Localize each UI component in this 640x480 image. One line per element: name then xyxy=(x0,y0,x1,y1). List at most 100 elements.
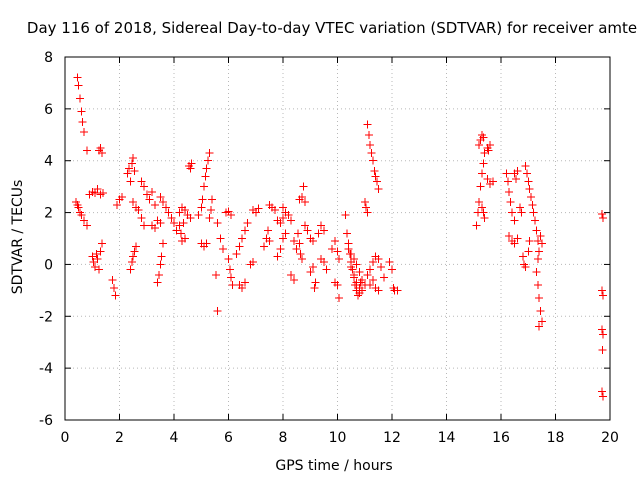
data-point xyxy=(349,270,358,279)
x-tick-label: 20 xyxy=(601,430,619,446)
data-point xyxy=(161,203,170,212)
x-tick-label: 0 xyxy=(61,430,70,446)
data-point xyxy=(374,185,383,194)
data-point xyxy=(300,221,309,230)
data-point xyxy=(513,167,522,176)
data-point xyxy=(599,392,608,401)
x-tick-label: 14 xyxy=(438,430,456,446)
data-point xyxy=(199,182,208,191)
data-point xyxy=(176,229,185,238)
data-point xyxy=(597,286,606,295)
data-point xyxy=(299,182,308,191)
data-point xyxy=(349,255,358,264)
data-point xyxy=(235,242,244,251)
data-point xyxy=(525,185,534,194)
data-point xyxy=(281,229,290,238)
data-point xyxy=(78,117,87,126)
data-point xyxy=(284,211,293,220)
data-point xyxy=(157,252,166,261)
data-point xyxy=(477,169,486,178)
data-point xyxy=(259,242,268,251)
data-point xyxy=(126,265,135,274)
data-point xyxy=(238,234,247,243)
data-point xyxy=(93,255,102,264)
data-point xyxy=(273,252,282,261)
data-point xyxy=(532,268,541,277)
data-point xyxy=(314,229,323,238)
data-point xyxy=(112,200,121,209)
data-point xyxy=(238,283,247,292)
data-point xyxy=(529,208,538,217)
data-point xyxy=(536,231,545,240)
y-tick-label: 6 xyxy=(44,102,53,118)
data-point xyxy=(347,250,356,259)
data-point xyxy=(355,268,364,277)
data-point xyxy=(524,247,533,256)
data-point xyxy=(513,234,522,243)
data-point xyxy=(597,325,606,334)
data-point xyxy=(289,237,298,246)
data-point xyxy=(521,263,530,272)
data-point xyxy=(227,273,236,282)
data-point xyxy=(96,143,105,152)
data-point xyxy=(129,252,138,261)
data-point xyxy=(206,205,215,214)
data-point xyxy=(287,270,296,279)
data-point xyxy=(145,195,154,204)
data-point xyxy=(142,190,151,199)
data-point xyxy=(205,213,214,222)
x-tick-label: 10 xyxy=(329,430,347,446)
y-tick-label: 0 xyxy=(44,257,53,273)
data-point xyxy=(475,198,484,207)
data-point xyxy=(368,257,377,266)
data-point xyxy=(140,182,149,191)
data-point xyxy=(368,156,377,165)
data-point xyxy=(75,94,84,103)
data-point xyxy=(377,263,386,272)
data-point xyxy=(334,255,343,264)
data-point xyxy=(358,286,367,295)
data-point xyxy=(330,237,339,246)
data-point xyxy=(479,159,488,168)
data-point xyxy=(208,195,217,204)
data-point xyxy=(333,247,342,256)
data-point xyxy=(73,73,82,82)
data-point xyxy=(373,177,382,186)
data-point xyxy=(137,213,146,222)
x-axis-label: GPS time / hours xyxy=(275,458,392,474)
data-point xyxy=(537,239,546,248)
data-point xyxy=(175,208,184,217)
data-point xyxy=(194,211,203,220)
data-point xyxy=(374,255,383,264)
data-point xyxy=(240,278,249,287)
data-point xyxy=(597,209,606,218)
data-point xyxy=(148,187,157,196)
data-point xyxy=(287,216,296,225)
data-point xyxy=(343,229,352,238)
data-point xyxy=(295,239,304,248)
data-point xyxy=(130,167,139,176)
data-point xyxy=(74,203,83,212)
data-point xyxy=(213,218,222,227)
data-point xyxy=(179,218,188,227)
data-point xyxy=(598,345,607,354)
data-point xyxy=(276,244,285,253)
data-point xyxy=(197,203,206,212)
data-point xyxy=(310,283,319,292)
data-point xyxy=(472,221,481,230)
data-point xyxy=(319,257,328,266)
data-point xyxy=(518,252,527,261)
data-point xyxy=(77,107,86,116)
data-point xyxy=(298,255,307,264)
data-point xyxy=(535,294,544,303)
data-point xyxy=(536,307,545,316)
data-point xyxy=(88,252,97,261)
data-point xyxy=(524,177,533,186)
grid-lines xyxy=(65,57,610,420)
data-point xyxy=(156,260,165,269)
data-point xyxy=(388,265,396,274)
data-point xyxy=(254,204,263,213)
data-point xyxy=(599,213,608,222)
data-point xyxy=(352,278,361,287)
data-point xyxy=(360,198,369,207)
